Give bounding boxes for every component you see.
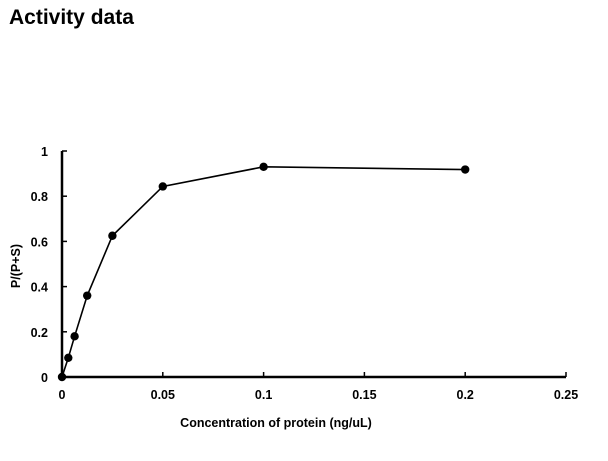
data-point	[259, 162, 268, 172]
data-point	[158, 182, 167, 191]
series-line	[61, 166, 466, 378]
y-axis-label: P/(P+S)	[9, 244, 23, 288]
y-tick-label: 0.8	[31, 190, 48, 204]
x-tick-label: 0.05	[151, 388, 175, 402]
y-tick-label: 0.4	[31, 281, 48, 295]
x-tick-label: 0.15	[352, 388, 376, 402]
x-tick-label: 0.2	[457, 388, 474, 402]
page-title: Activity data	[9, 6, 134, 29]
x-tick-label: 0	[59, 388, 66, 402]
data-point	[108, 231, 117, 240]
data-point	[83, 291, 92, 300]
data-point	[461, 165, 470, 174]
y-tick-label: 0.6	[31, 235, 48, 249]
y-tick-label: 0.2	[31, 326, 48, 340]
x-axis-label: Concentration of protein (ng/uL)	[180, 416, 372, 430]
x-tick-label: 0.1	[255, 388, 272, 402]
y-tick-label: 0	[41, 371, 48, 385]
x-tick-label: 0.25	[554, 388, 578, 402]
y-tick-label: 1	[41, 145, 48, 159]
data-point	[64, 353, 73, 362]
data-point	[57, 372, 67, 382]
data-point	[70, 332, 79, 341]
